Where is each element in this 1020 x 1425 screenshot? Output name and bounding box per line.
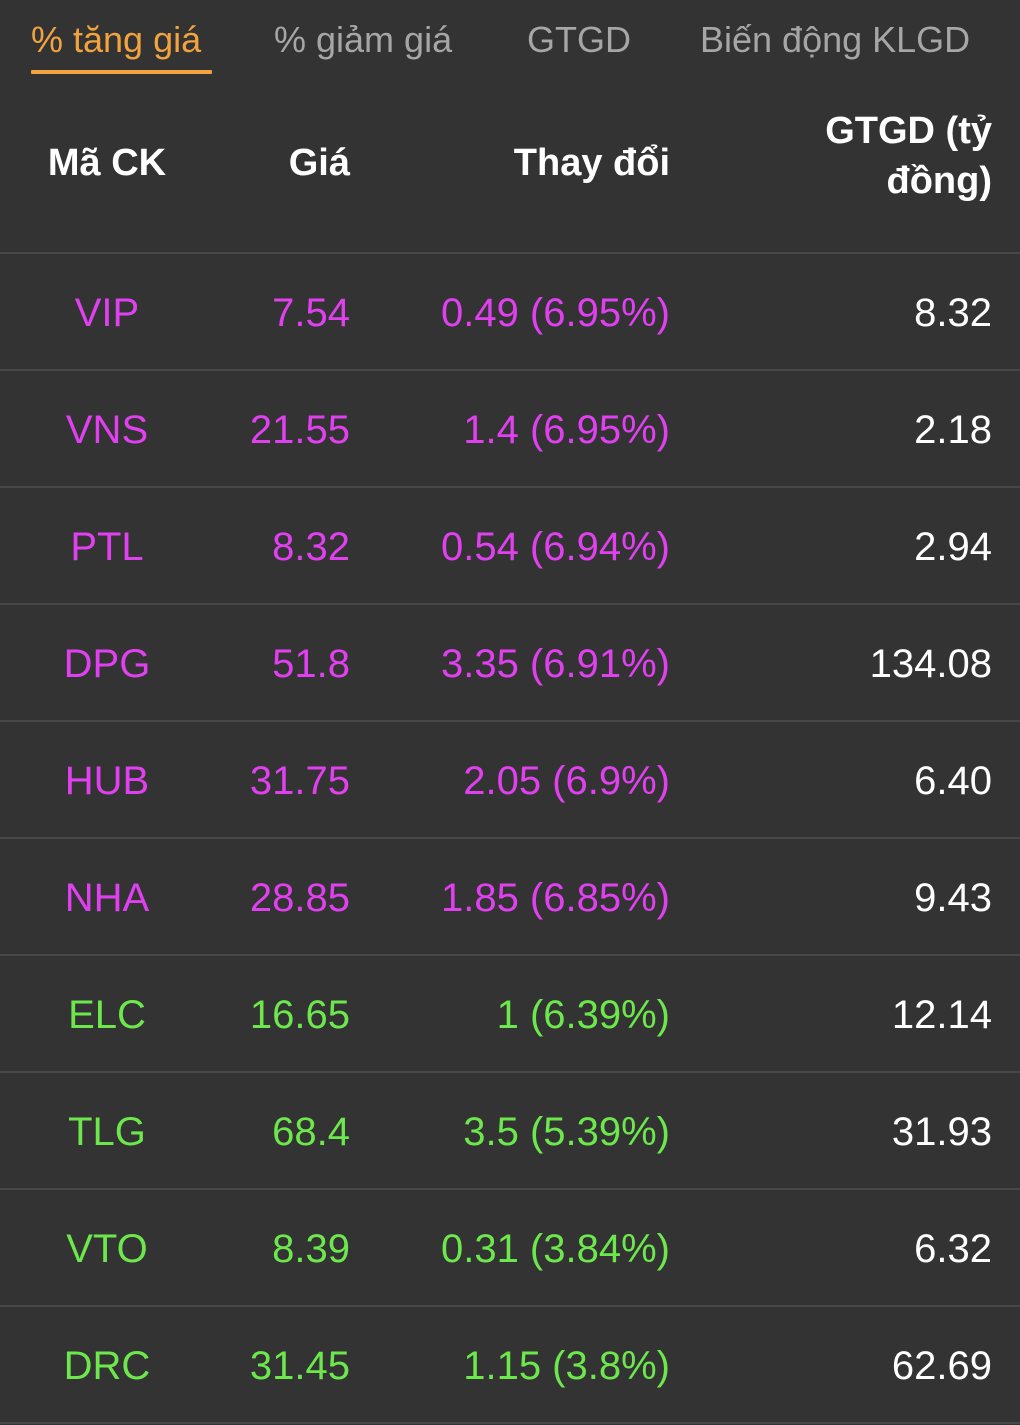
table-row[interactable]: PTL 8.32 0.54 (6.94%) 2.94 xyxy=(0,488,1020,605)
stock-code[interactable]: DRC xyxy=(63,1344,151,1388)
stock-trading-value: 134.08 xyxy=(869,642,992,686)
table-row[interactable]: TLG 68.4 3.5 (5.39%) 31.93 xyxy=(0,1073,1020,1190)
stock-trading-value: 2.18 xyxy=(914,408,992,452)
header-price: Giá xyxy=(288,142,350,184)
stock-change: 3.5 (5.39%) xyxy=(463,1110,670,1154)
stock-change: 2.05 (6.9%) xyxy=(463,759,670,803)
table-row[interactable]: DRC 31.45 1.15 (3.8%) 62.69 xyxy=(0,1307,1020,1424)
stock-price: 68.4 xyxy=(272,1110,350,1154)
table-row[interactable]: ELC 16.65 1 (6.39%) 12.14 xyxy=(0,956,1020,1073)
header-trading-value: GTGD (tỷ đồng) xyxy=(700,106,992,206)
table-row[interactable]: DPG 51.8 3.35 (6.91%) 134.08 xyxy=(0,605,1020,722)
stock-price: 16.65 xyxy=(249,993,350,1037)
table-row[interactable]: VNS 21.55 1.4 (6.95%) 2.18 xyxy=(0,371,1020,488)
table-row[interactable]: HUB 31.75 2.05 (6.9%) 6.40 xyxy=(0,722,1020,839)
tab-top-gainers[interactable]: % tăng giá xyxy=(31,19,202,60)
header-trading-value-line2: đồng) xyxy=(886,160,992,202)
stock-trading-value: 31.93 xyxy=(891,1110,992,1154)
stock-code[interactable]: HUB xyxy=(64,759,150,803)
stock-price: 51.8 xyxy=(272,642,350,686)
tab-trading-value[interactable]: GTGD xyxy=(527,19,631,60)
header-change: Thay đổi xyxy=(513,142,670,184)
stock-trading-value: 12.14 xyxy=(891,993,992,1037)
stock-change: 1.4 (6.95%) xyxy=(463,408,670,452)
active-tab-underline xyxy=(31,70,212,74)
stock-price: 31.75 xyxy=(249,759,350,803)
stock-change: 0.54 (6.94%) xyxy=(440,525,670,569)
stock-code[interactable]: DPG xyxy=(63,642,151,686)
stock-price: 28.85 xyxy=(249,876,350,920)
table-body: VIP 7.54 0.49 (6.95%) 8.32 VNS 21.55 1.4… xyxy=(0,254,1020,1424)
stock-change: 1.85 (6.85%) xyxy=(440,876,670,920)
tab-bar: % tăng giá % giảm giá GTGD Biến động KLG… xyxy=(0,0,1020,92)
stock-price: 21.55 xyxy=(249,408,350,452)
table-row[interactable]: NHA 28.85 1.85 (6.85%) 9.43 xyxy=(0,839,1020,956)
stock-price: 8.32 xyxy=(272,525,350,569)
table-header: Mã CK Giá Thay đổi GTGD (tỷ đồng) xyxy=(0,92,1020,254)
stock-code[interactable]: PTL xyxy=(70,525,144,569)
stock-price: 7.54 xyxy=(272,291,350,335)
tab-top-losers[interactable]: % giảm giá xyxy=(274,19,453,60)
stock-trading-value: 9.43 xyxy=(914,876,992,920)
stock-trading-value: 2.94 xyxy=(914,525,992,569)
stock-change: 0.49 (6.95%) xyxy=(440,291,670,335)
stock-code[interactable]: VIP xyxy=(74,291,140,335)
stock-trading-value: 6.32 xyxy=(914,1227,992,1271)
header-code: Mã CK xyxy=(47,142,167,184)
stock-price: 8.39 xyxy=(272,1227,350,1271)
stock-code[interactable]: TLG xyxy=(68,1110,146,1154)
stock-code[interactable]: NHA xyxy=(64,876,150,920)
stock-trading-value: 62.69 xyxy=(891,1344,992,1388)
stock-code[interactable]: VTO xyxy=(66,1227,148,1271)
stock-code[interactable]: VNS xyxy=(65,408,149,452)
tab-volume-change[interactable]: Biến động KLGD xyxy=(700,19,971,60)
table-row[interactable]: VTO 8.39 0.31 (3.84%) 6.32 xyxy=(0,1190,1020,1307)
table-row[interactable]: VIP 7.54 0.49 (6.95%) 8.32 xyxy=(0,254,1020,371)
stock-change: 0.31 (3.84%) xyxy=(440,1227,670,1271)
stock-code[interactable]: ELC xyxy=(68,993,146,1037)
stock-trading-value: 8.32 xyxy=(914,291,992,335)
header-trading-value-line1: GTGD (tỷ xyxy=(825,110,992,152)
stock-change: 3.35 (6.91%) xyxy=(440,642,670,686)
stock-trading-value: 6.40 xyxy=(914,759,992,803)
stock-change: 1 (6.39%) xyxy=(496,993,670,1037)
stock-change: 1.15 (3.8%) xyxy=(463,1344,670,1388)
stock-price: 31.45 xyxy=(249,1344,350,1388)
